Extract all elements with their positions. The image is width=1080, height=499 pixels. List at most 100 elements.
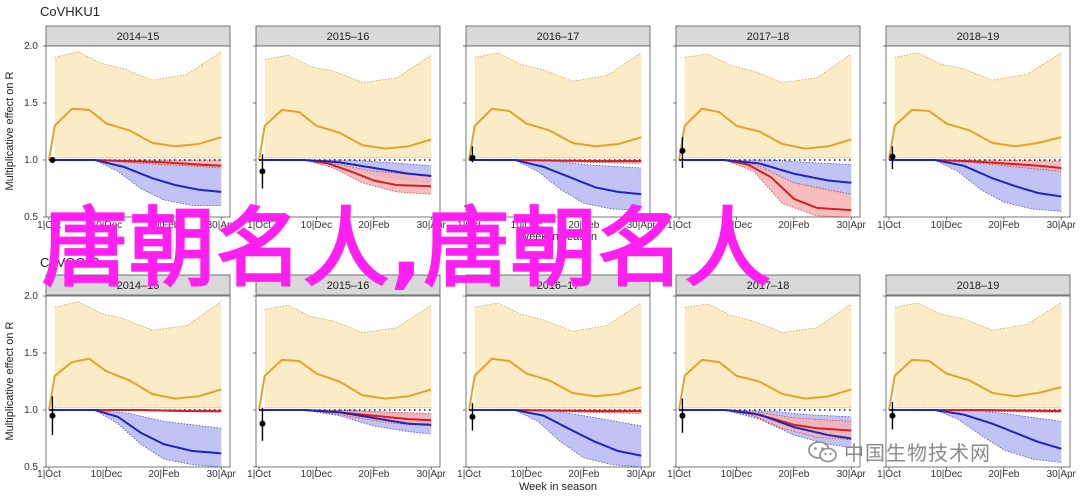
gold-band <box>684 303 852 408</box>
x-tick-label: 20|Feb <box>988 220 1019 231</box>
x-tick-label: 20|Feb <box>778 469 809 480</box>
gold-band-upper-edge <box>54 51 222 81</box>
facet-strip <box>255 274 441 296</box>
facet-panel: 2016–17 1|Oct 10|Dec 20|Feb 30|Apr <box>457 25 657 231</box>
y-axis-label: Multiplicative effect on R <box>4 71 16 190</box>
gold-line <box>258 108 432 161</box>
facet-panel: 2017–18 1|Oct 10|Dec 20|Feb 30|Apr <box>667 25 867 231</box>
overlay-title: 唐朝名人,唐朝名人 <box>42 199 772 299</box>
gold-line <box>468 107 642 161</box>
x-tick-label: 20|Feb <box>568 469 599 480</box>
x-tick-label: 1|Oct <box>667 220 691 231</box>
gold-band <box>264 55 432 158</box>
blue-band-upper-edge <box>94 409 222 429</box>
chart-row-1: CoVHKU1 Multiplicative effect on R Week in… <box>4 4 1077 243</box>
blue-band-lower-edge <box>304 409 432 435</box>
start-point <box>469 154 476 161</box>
x-tick-label: 20|Feb <box>148 469 179 480</box>
gold-band-upper-edge <box>264 54 432 83</box>
blue-band-upper-edge <box>724 409 852 418</box>
x-tick-label: 30|Apr <box>627 469 657 480</box>
gold-line <box>888 358 1062 411</box>
facet-strip <box>45 274 231 296</box>
facet-label: 2014–15 <box>117 31 160 43</box>
x-tick-label: 30|Apr <box>207 220 237 231</box>
blue-band <box>94 160 222 206</box>
gold-line <box>678 358 852 411</box>
y-tick-label: 2.0 <box>24 41 38 52</box>
x-tick-label: 20|Feb <box>568 220 599 231</box>
x-tick-label: 10|Dec <box>511 469 543 480</box>
gold-band <box>894 52 1062 158</box>
chart-title: CoVHKU1 <box>40 4 100 19</box>
x-tick-label: 30|Apr <box>1047 469 1077 480</box>
y-tick-label: 1.5 <box>24 98 38 109</box>
facet-label: 2018–19 <box>957 280 1000 292</box>
x-tick-label: 20|Feb <box>988 469 1019 480</box>
start-point <box>889 412 896 419</box>
facet-panel: 2014–15 1|Oct 10|Dec 20|Feb 30|Apr <box>37 25 237 231</box>
gold-band <box>474 52 642 158</box>
x-tick-label: 1|Oct <box>457 469 481 480</box>
x-tick-label: 30|Apr <box>837 220 867 231</box>
blue-line <box>259 409 432 426</box>
x-tick-label: 10|Dec <box>301 469 333 480</box>
facet-label: 2014–15 <box>117 280 160 292</box>
red-band <box>934 160 1062 172</box>
start-point <box>49 412 56 419</box>
y-tick-label: 1.0 <box>24 405 38 416</box>
x-tick-label: 10|Dec <box>931 469 963 480</box>
x-tick-label: 1|Oct <box>37 469 61 480</box>
blue-band <box>514 160 642 211</box>
gold-line <box>48 357 222 411</box>
gold-band <box>54 301 222 408</box>
gold-band-upper-edge <box>264 304 432 333</box>
blue-band <box>934 410 1062 463</box>
x-tick-label: 30|Apr <box>207 469 237 480</box>
start-point <box>889 153 896 160</box>
facet-panel: 2017–18 1|Oct 10|Dec 20|Feb 30|Apr <box>667 274 867 480</box>
gold-line <box>48 107 222 161</box>
x-tick-label: 20|Feb <box>778 220 809 231</box>
red-band-lower-edge <box>724 159 852 218</box>
start-point <box>469 413 476 420</box>
y-tick-label: 1.5 <box>24 348 38 359</box>
blue-band-lower-edge <box>724 409 852 449</box>
start-point <box>679 147 686 154</box>
gold-band-upper-edge <box>894 302 1062 331</box>
facet-panel: 2018–19 1|Oct 10|Dec 20|Feb 30|Apr <box>877 25 1077 231</box>
gold-band <box>54 51 222 158</box>
y-tick-label: 0.5 <box>24 462 38 473</box>
facet-panel: 2015–16 1|Oct 10|Dec 20|Feb 30|Apr <box>247 274 447 480</box>
start-point <box>259 420 266 427</box>
gold-band-upper-edge <box>474 52 642 82</box>
facet-panel: 2014–15 1|Oct 10|Dec 20|Feb 30|Apr <box>37 274 237 480</box>
blue-line <box>469 409 642 457</box>
y-tick-label: 0.5 <box>24 212 38 223</box>
x-tick-label: 1|Oct <box>457 220 481 231</box>
chart-row-2: CoVOC43 Multiplicative effect on R Week in… <box>4 255 1077 493</box>
facet-label: 2015–16 <box>327 280 370 292</box>
blue-band <box>934 160 1062 212</box>
facet-label: 2017–18 <box>747 31 790 43</box>
start-point <box>679 412 686 419</box>
x-tick-label: 10|Dec <box>511 220 543 231</box>
x-tick-label: 10|Dec <box>931 220 963 231</box>
gold-band-upper-edge <box>684 303 852 333</box>
x-tick-label: 10|Dec <box>721 469 753 480</box>
x-tick-label: 1|Oct <box>877 220 901 231</box>
x-tick-label: 1|Oct <box>667 469 691 480</box>
watermark: 中国生物技术网 <box>808 437 991 466</box>
blue-line <box>889 159 1062 198</box>
gold-line <box>468 357 642 411</box>
x-tick-label: 1|Oct <box>37 220 61 231</box>
blue-band-upper-edge <box>304 159 432 167</box>
facet-label: 2016–17 <box>537 280 580 292</box>
x-tick-label: 1|Oct <box>877 469 901 480</box>
x-tick-label: 1|Oct <box>247 220 271 231</box>
x-tick-label: 30|Apr <box>1047 220 1077 231</box>
watermark-text: 中国生物技术网 <box>844 441 991 465</box>
gold-band-upper-edge <box>684 53 852 83</box>
blue-line <box>469 159 642 196</box>
x-tick-label: 30|Apr <box>417 220 447 231</box>
